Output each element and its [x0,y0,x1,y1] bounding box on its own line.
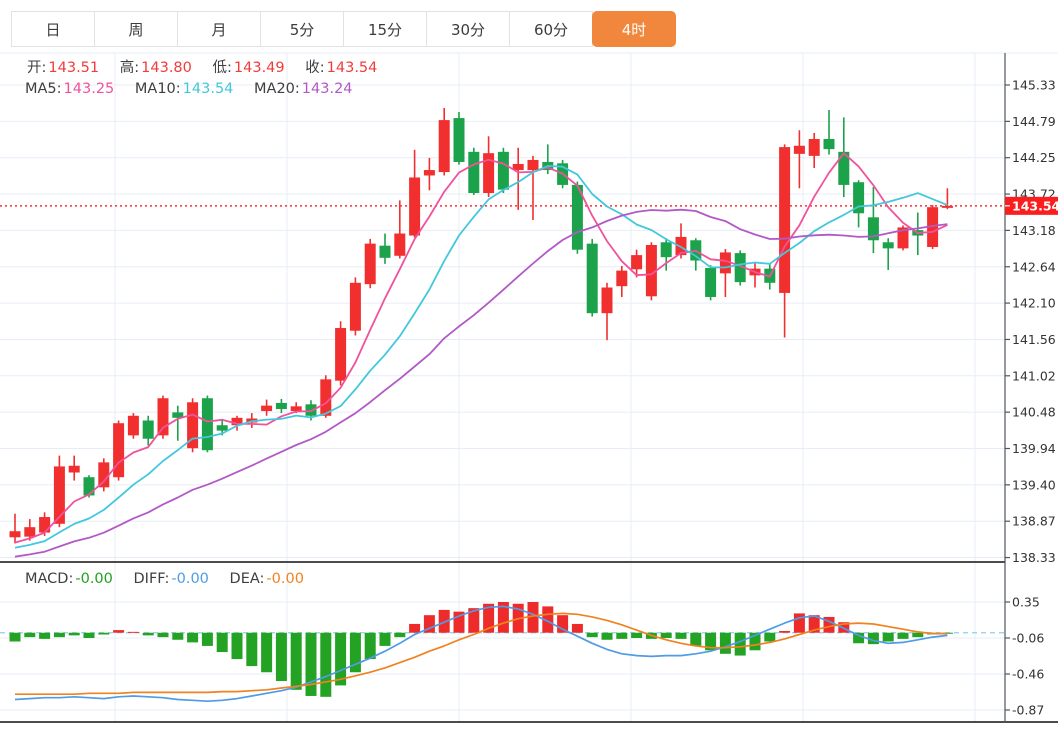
svg-text:144.25: 144.25 [1012,150,1056,165]
diff-value: -0.00 [171,571,209,587]
diff-label: DIFF: [133,571,170,587]
macd-value: -0.00 [75,571,113,587]
tab-5min[interactable]: 5分 [260,11,344,47]
ma20-label: MA20: [254,81,300,97]
svg-text:142.64: 142.64 [1012,259,1056,274]
svg-text:140.48: 140.48 [1012,405,1056,420]
dea-value: -0.00 [266,571,304,587]
svg-text:143.54: 143.54 [1012,198,1058,213]
svg-text:138.33: 138.33 [1012,550,1056,565]
ma5-label: MA5: [25,81,62,97]
tab-month[interactable]: 月 [177,11,261,47]
tab-15min[interactable]: 15分 [343,11,427,47]
close-label: 收: [305,60,325,76]
last-price-tag: 143.54 [1005,196,1058,215]
svg-text:139.94: 139.94 [1012,441,1056,456]
svg-text:138.87: 138.87 [1012,514,1056,529]
timeframe-toolbar: 日 周 月 5分 15分 30分 60分 4时 [11,11,676,47]
svg-text:143.18: 143.18 [1012,223,1056,238]
ohlc-legend: 开: 143.51 高: 143.80 低: 143.49 收: 143.54 [27,56,393,77]
tab-day[interactable]: 日 [11,11,95,47]
tab-60min[interactable]: 60分 [509,11,593,47]
svg-text:-0.06: -0.06 [1012,631,1044,646]
high-value: 143.80 [141,60,192,76]
open-label: 开: [27,60,47,76]
svg-text:141.02: 141.02 [1012,368,1056,383]
ma20-value: 143.24 [301,81,353,97]
tab-30min[interactable]: 30分 [426,11,510,47]
candlestick-chart[interactable]: 145.33144.79144.25143.72143.18142.64142.… [0,50,1058,729]
svg-text:145.33: 145.33 [1012,78,1056,93]
ma5-value: 143.25 [63,81,115,97]
ma10-label: MA10: [134,81,181,97]
svg-text:139.40: 139.40 [1012,477,1056,492]
svg-text:-0.87: -0.87 [1012,703,1044,718]
svg-text:0.35: 0.35 [1012,595,1040,610]
high-label: 高: [119,60,140,76]
low-label: 低: [212,60,232,76]
svg-text:141.56: 141.56 [1012,332,1056,347]
macd-legend: MACD: -0.00 DIFF: -0.00 DEA: -0.00 [25,571,320,587]
dea-label: DEA: [229,571,265,587]
tab-week[interactable]: 周 [94,11,178,47]
svg-text:142.10: 142.10 [1012,296,1056,311]
open-value: 143.51 [48,60,100,76]
macd-label: MACD: [25,571,74,587]
svg-text:-0.46: -0.46 [1012,667,1044,682]
low-value: 143.49 [233,60,285,76]
tab-4hour[interactable]: 4时 [592,11,676,47]
close-value: 143.54 [326,60,378,76]
ma10-value: 143.54 [182,81,234,97]
svg-text:144.79: 144.79 [1012,114,1056,129]
ma-legend: MA5: 143.25 MA10: 143.54 MA20: 143.24 [25,81,369,97]
